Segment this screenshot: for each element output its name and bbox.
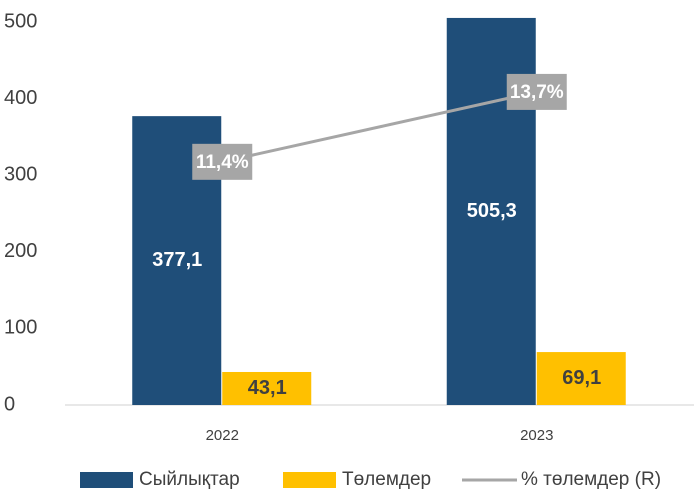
- data-label: 505,3: [467, 200, 517, 222]
- legend-label: % төлемдер (R): [521, 469, 661, 490]
- legend-label: Төлемдер: [342, 469, 431, 490]
- data-label: 11,4%: [196, 152, 249, 173]
- line: [221, 90, 538, 164]
- data-label: 43,1: [248, 377, 287, 399]
- bar: [222, 371, 312, 405]
- label-box: [506, 73, 567, 110]
- legend-swatch: [283, 472, 336, 488]
- data-label: 69,1: [562, 367, 601, 389]
- y-tick-label: 400: [4, 87, 37, 109]
- y-tick-label: 0: [4, 393, 15, 415]
- label-box: [192, 143, 253, 180]
- y-tick-label: 500: [4, 10, 37, 32]
- legend-label: Сыйлықтар: [139, 469, 240, 490]
- data-label: 377,1: [152, 249, 202, 271]
- x-tick-label: 2023: [520, 427, 553, 444]
- y-tick-label: 200: [4, 240, 37, 262]
- bar: [536, 352, 626, 405]
- data-label: 13,7%: [510, 82, 564, 103]
- legend-swatch: [80, 472, 133, 488]
- y-tick-label: 100: [4, 317, 37, 339]
- x-tick-label: 2022: [206, 427, 239, 444]
- y-tick-label: 300: [4, 163, 37, 185]
